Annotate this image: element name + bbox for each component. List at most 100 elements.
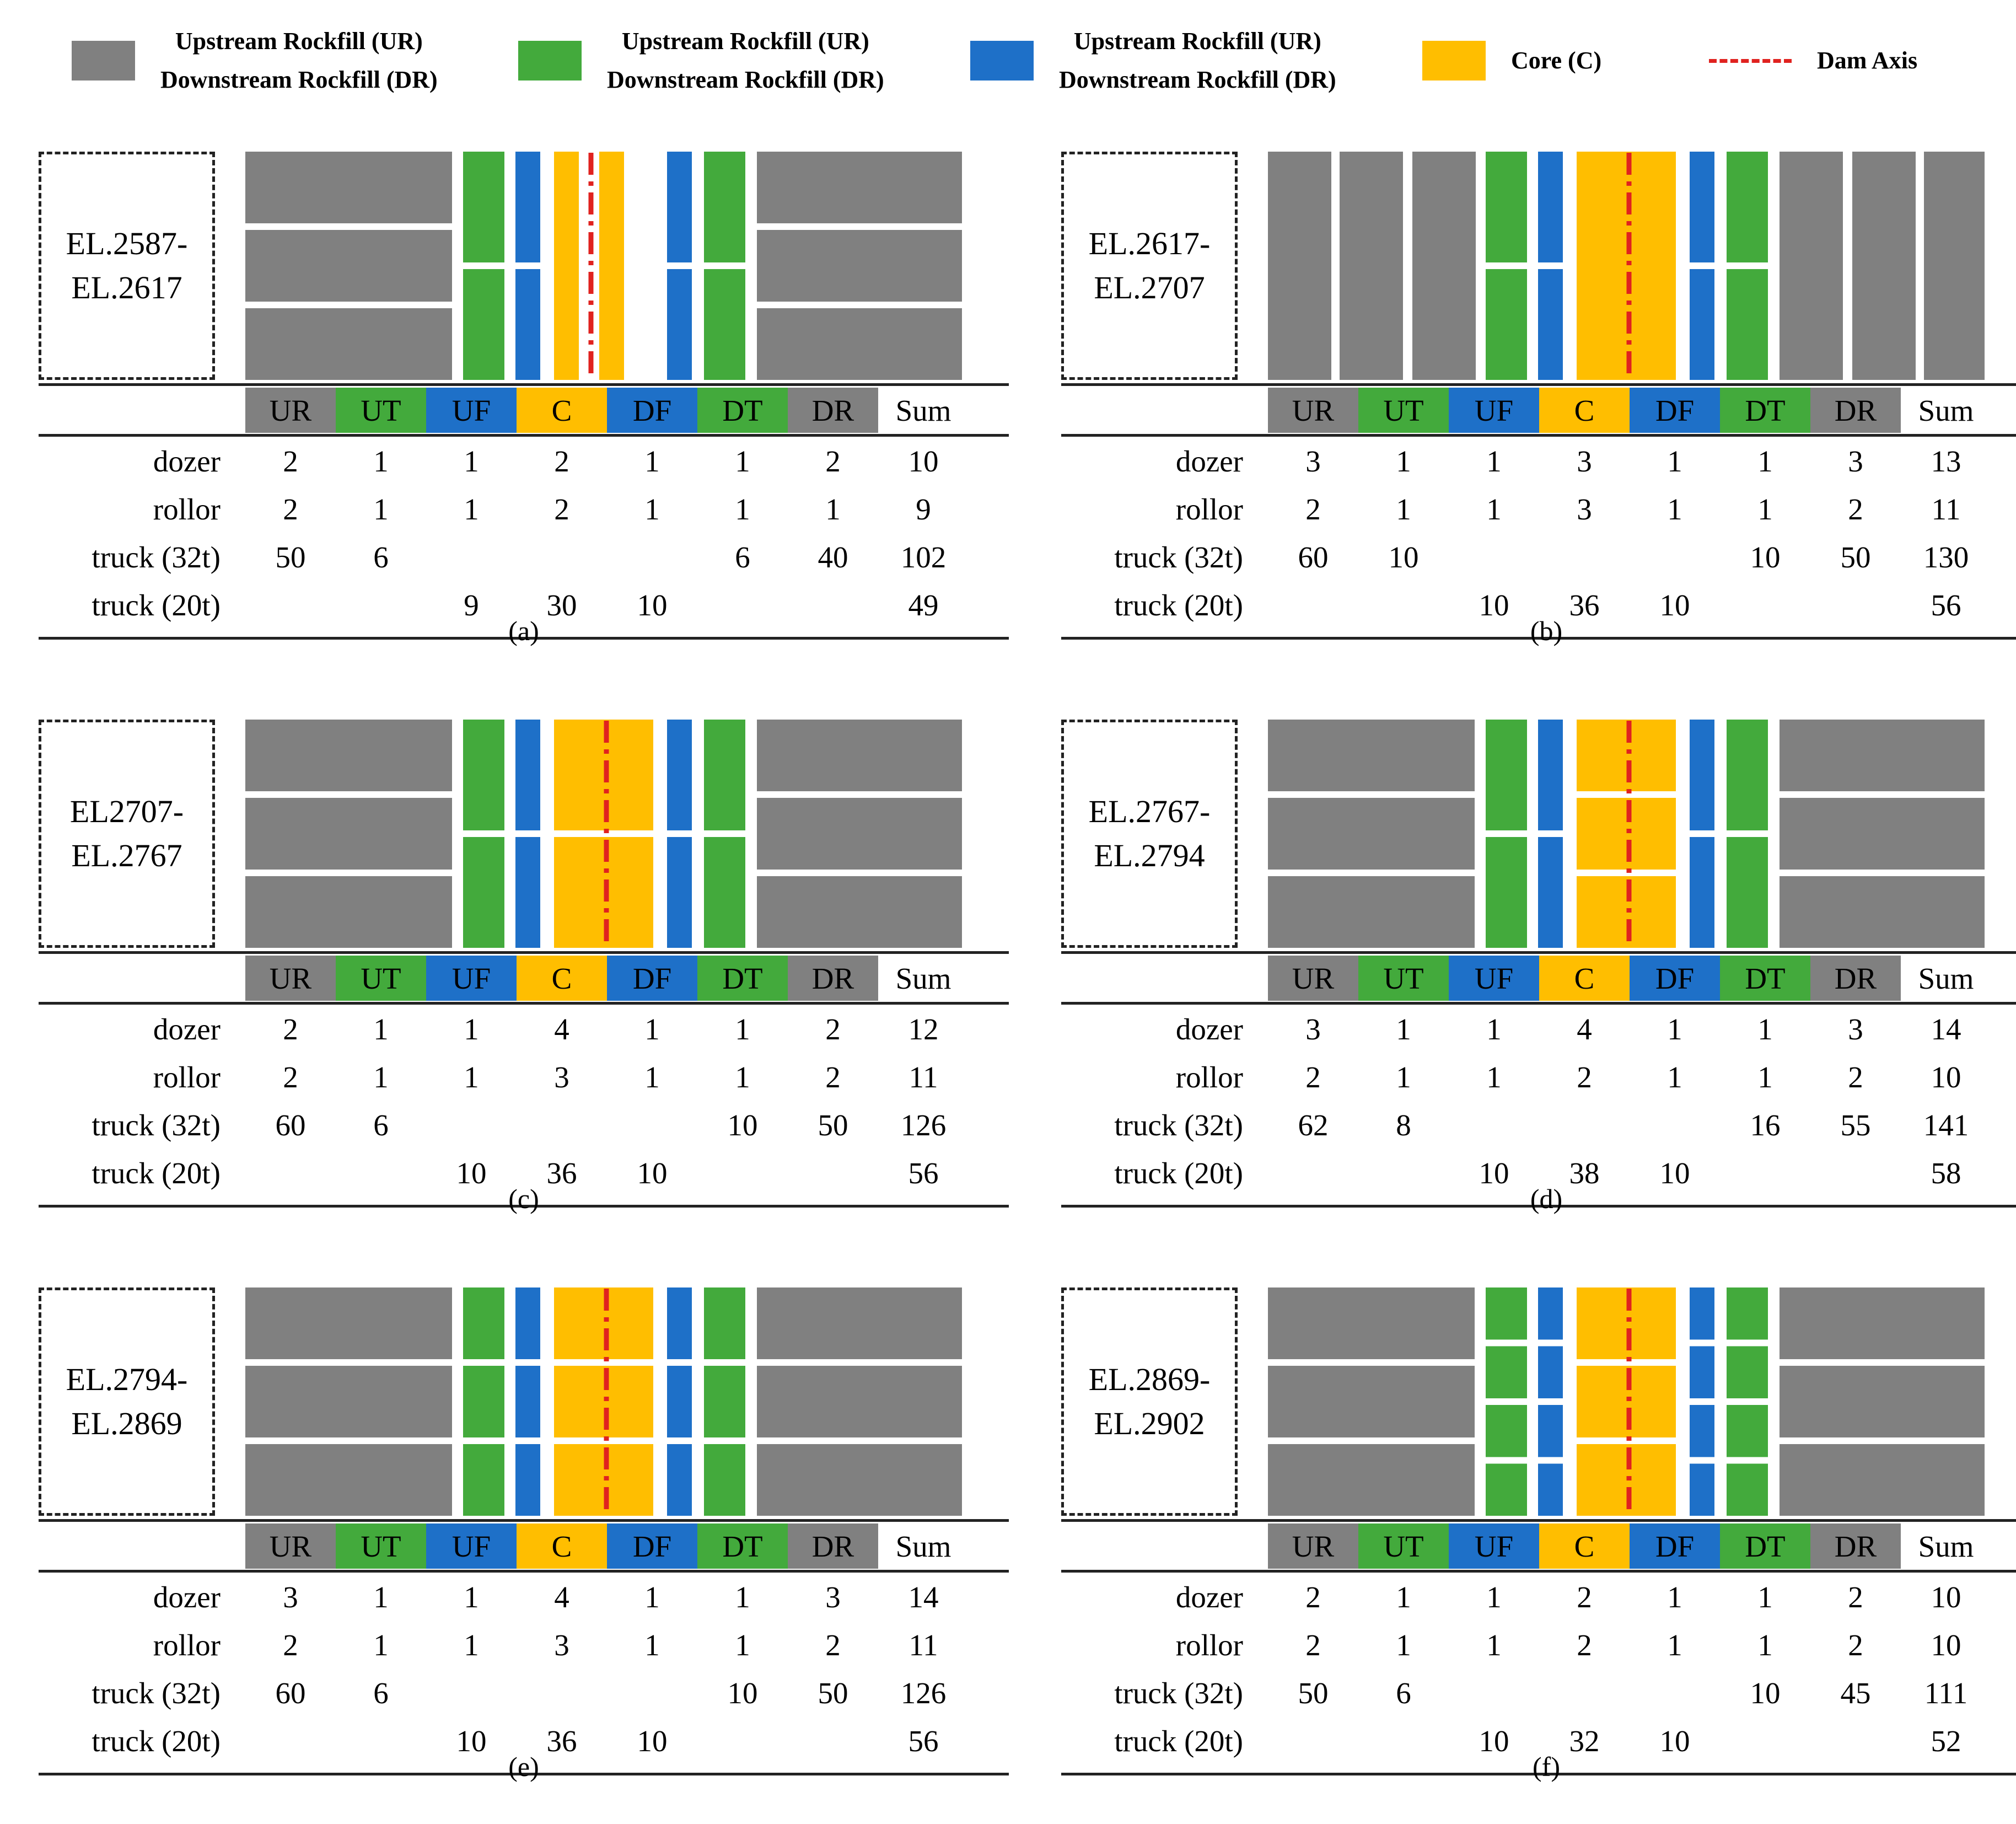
table-cell: 1 — [1667, 1012, 1682, 1046]
legend-gray-line-2: Downstream Rockfill (DR) — [160, 66, 438, 93]
table-cell: 6 — [1396, 1676, 1411, 1710]
elevation-label: EL.2902 — [1094, 1405, 1205, 1441]
column-header-c: C — [1539, 388, 1630, 433]
column-header-dr: DR — [788, 388, 878, 433]
filter-block — [1690, 1463, 1714, 1516]
legend-blue-line-2: Downstream Rockfill (DR) — [1059, 66, 1336, 93]
table-cell: 1 — [1757, 1060, 1773, 1094]
filter-block — [1690, 1346, 1714, 1398]
rockfill-block — [1412, 152, 1476, 380]
transition-block — [463, 720, 504, 830]
table-cell: 1 — [464, 1060, 479, 1094]
table-header-rule — [1061, 1002, 2016, 1005]
table-cell: 1 — [735, 1060, 750, 1094]
core-block — [554, 152, 579, 380]
elevation-label: EL.2617 — [71, 270, 182, 305]
table-cell: 1 — [644, 1060, 660, 1094]
rockfill-block — [1340, 152, 1403, 380]
table-cell: 1 — [1396, 1060, 1411, 1094]
column-header-dt: DT — [697, 956, 788, 1001]
filter-block — [515, 1444, 540, 1516]
rockfill-block — [1780, 1444, 1985, 1516]
column-header-ut: UT — [1358, 956, 1449, 1001]
core-block — [554, 1287, 653, 1359]
core-block — [1577, 1366, 1676, 1437]
zone-diagram-svg — [1268, 152, 1985, 380]
table-cell: 126 — [900, 1676, 947, 1710]
table-cell: 130 — [1923, 540, 1969, 574]
column-header-dr: DR — [1810, 1523, 1901, 1569]
table-cell: 1 — [1667, 1628, 1682, 1662]
table-bottom-rule — [39, 1773, 1009, 1775]
table-cell: 6 — [373, 1108, 389, 1142]
transition-block — [1486, 837, 1527, 948]
zone-diagram-svg — [1268, 720, 1985, 948]
caption-a: (a) — [508, 615, 539, 646]
row-label: dozer — [1175, 1012, 1243, 1046]
filter-block — [667, 1444, 692, 1516]
table-cell: 1 — [373, 1628, 389, 1662]
column-header-uf: UF — [1449, 956, 1539, 1001]
core-block — [1577, 876, 1676, 948]
elevation-box: EL.2587- EL.2617 — [39, 152, 215, 380]
table-cell: 2 — [1848, 1580, 1863, 1614]
legend-text-green: Upstream Rockfill (UR) Downstream Rockfi… — [607, 22, 884, 99]
table-cell: 3 — [1577, 444, 1592, 478]
column-header-sum: Sum — [878, 1523, 969, 1569]
table-cell: 1 — [373, 492, 389, 526]
column-header-uf: UF — [426, 388, 517, 433]
table-cell: 2 — [1305, 1580, 1321, 1614]
table-cell: 2 — [283, 1628, 298, 1662]
table-cell: 14 — [1931, 1012, 1961, 1046]
table-cell: 1 — [1757, 444, 1773, 478]
column-header-ut: UT — [336, 1523, 426, 1569]
table-cell: 2 — [1305, 492, 1321, 526]
legend-item-blue: Upstream Rockfill (UR) Downstream Rockfi… — [970, 28, 1336, 93]
table-cell: 1 — [464, 444, 479, 478]
column-header-dt: DT — [697, 1523, 788, 1569]
transition-block — [1727, 1346, 1768, 1398]
table-cell: 6 — [373, 1676, 389, 1710]
elevation-label: EL.2617- — [1088, 226, 1211, 261]
transition-block — [463, 152, 504, 262]
legend-green-line-2: Downstream Rockfill (DR) — [607, 66, 884, 93]
table-cell: 11 — [908, 1060, 938, 1094]
core-block — [554, 837, 653, 948]
table-cell: 16 — [1750, 1108, 1781, 1142]
caption-f: (f) — [1533, 1751, 1560, 1782]
table-header-rule — [39, 1570, 1009, 1573]
column-header-c: C — [1539, 1523, 1630, 1569]
table-cell: 58 — [1931, 1156, 1961, 1190]
filter-block — [1538, 720, 1563, 830]
table-cell: 10 — [1931, 1580, 1961, 1614]
table-cell: 2 — [554, 492, 569, 526]
table-cell: 50 — [818, 1108, 848, 1142]
table-cell: 50 — [275, 540, 306, 574]
legend-axis-line-1: Dam Axis — [1817, 47, 1918, 74]
column-header-df: DF — [607, 956, 697, 1001]
transition-block — [704, 152, 745, 262]
table-cell: 10 — [1479, 1156, 1509, 1190]
table-bottom-rule — [1061, 1773, 2016, 1775]
rockfill-block — [245, 1444, 452, 1516]
table-cell: 3 — [283, 1580, 298, 1614]
table-cell: 3 — [1848, 444, 1863, 478]
panel-b: EL.2617- EL.2707 UR UT UF C DF DT DR Sum dozer 3 1 1 3… — [1061, 152, 2016, 673]
filter-block — [667, 1366, 692, 1437]
transition-block — [1486, 1346, 1527, 1398]
transition-block — [704, 269, 745, 380]
elevation-box: EL.2617- EL.2707 — [1061, 152, 1238, 380]
table-cell: 4 — [554, 1012, 569, 1046]
table-cell: 3 — [1305, 1012, 1321, 1046]
filter-block — [667, 1287, 692, 1359]
column-header-uf: UF — [426, 956, 517, 1001]
elevation-label: EL.2794- — [66, 1361, 188, 1397]
legend-swatch-blue — [970, 41, 1034, 81]
row-label: truck (32t) — [1114, 1108, 1243, 1142]
column-header-dr: DR — [1810, 388, 1901, 433]
table-cell: 10 — [1750, 540, 1781, 574]
legend-gray-line-1: Upstream Rockfill (UR) — [175, 28, 423, 55]
zone-diagram-svg — [245, 720, 962, 948]
column-header-uf: UF — [1449, 1523, 1539, 1569]
table-cell: 1 — [1757, 492, 1773, 526]
